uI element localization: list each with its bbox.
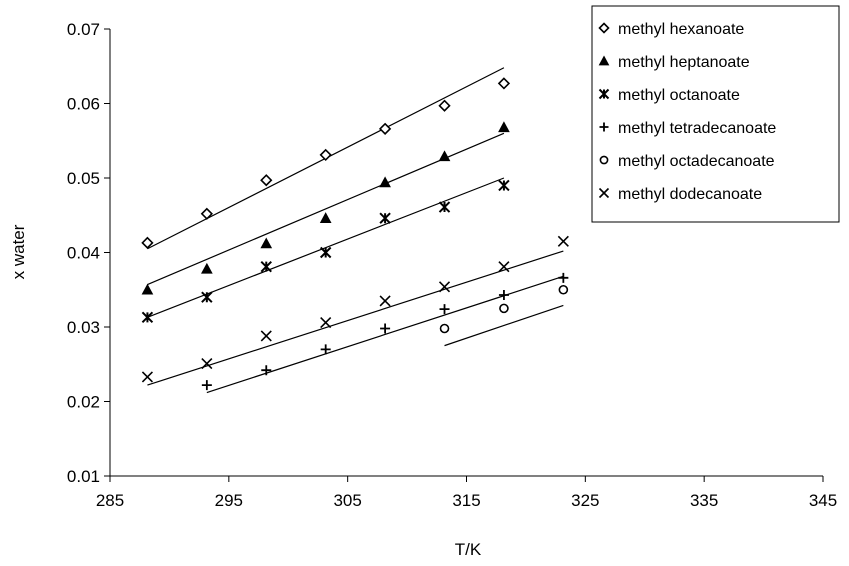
data-point (260, 174, 273, 187)
data-point (497, 77, 511, 90)
y-axis-title: x water (9, 224, 28, 279)
x-tick-label: 345 (809, 491, 837, 510)
y-tick-label: 0.03 (67, 318, 100, 337)
data-point (319, 212, 332, 223)
data-point (320, 316, 332, 329)
series-markers (141, 179, 510, 324)
legend-entry: methyl octadecanoate (599, 153, 775, 170)
series-markers (141, 121, 510, 295)
legend-label: methyl dodecanoate (618, 186, 762, 203)
data-point (319, 148, 332, 162)
data-point (498, 121, 510, 133)
data-point (499, 303, 509, 314)
legend-marker (599, 155, 609, 165)
fit-line (147, 250, 564, 386)
series-markers (141, 235, 569, 383)
data-point (141, 283, 154, 295)
legend-label: methyl octanoate (618, 87, 740, 104)
data-point (319, 246, 332, 259)
series-markers (439, 284, 569, 334)
data-point (379, 295, 391, 307)
y-tick-label: 0.04 (67, 244, 100, 263)
fit-line (206, 275, 564, 394)
y-tick-label: 0.01 (67, 467, 100, 486)
legend-marker (599, 122, 609, 132)
data-point (201, 357, 213, 370)
x-tick-label: 305 (333, 491, 361, 510)
legend-label: methyl heptanoate (618, 54, 750, 71)
legend-box (591, 5, 840, 223)
data-markers (141, 77, 569, 391)
legend-marker (598, 55, 610, 66)
data-point (438, 99, 451, 112)
data-point (201, 262, 213, 274)
data-point (558, 272, 569, 283)
legend-entry: methyl hexanoate (598, 21, 744, 38)
legend-marker (598, 22, 610, 34)
y-tick-label: 0.02 (67, 393, 100, 412)
series-markers (201, 272, 569, 391)
axes: 285 295 305 315 325 335 345 0.01 0.02 0.03 0.04 0.0… (67, 20, 837, 510)
y-tick-label: 0.06 (67, 95, 100, 114)
x-tick-label: 295 (215, 491, 243, 510)
data-point (438, 150, 451, 162)
data-point (201, 291, 213, 303)
fit-line (444, 304, 564, 347)
legend: methyl hexanoate methyl heptanoate methyl … (591, 5, 840, 223)
x-tick-label: 325 (571, 491, 599, 510)
data-point (141, 236, 154, 249)
data-point (557, 235, 569, 247)
data-point (439, 304, 450, 315)
legend-entry: methyl heptanoate (598, 54, 750, 71)
x-tick-label: 315 (452, 491, 480, 510)
data-point (379, 176, 391, 188)
legend-label: methyl tetradecanoate (618, 120, 776, 137)
data-point (261, 365, 272, 376)
legend-entry: methyl dodecanoate (598, 186, 762, 203)
data-point (439, 323, 450, 334)
x-tick-label: 285 (96, 491, 124, 510)
data-point (498, 289, 509, 300)
series-markers (141, 77, 511, 249)
data-point (200, 207, 213, 220)
data-point (379, 212, 391, 224)
legend-label: methyl octadecanoate (618, 153, 775, 170)
legend-marker (598, 187, 610, 199)
data-point (498, 179, 510, 192)
data-point (498, 261, 510, 273)
legend-entry: methyl tetradecanoate (599, 120, 776, 137)
legend-entry: methyl octanoate (598, 87, 740, 104)
data-point (141, 371, 153, 383)
data-point (141, 311, 154, 324)
data-point (558, 284, 569, 295)
y-tick-label: 0.07 (67, 20, 100, 39)
data-point (380, 323, 391, 334)
legend-label: methyl hexanoate (618, 21, 744, 38)
x-axis-title: T/K (455, 540, 482, 559)
data-point (260, 237, 273, 249)
fit-lines (147, 67, 564, 394)
data-point (201, 380, 212, 391)
data-point (260, 260, 272, 273)
x-tick-label: 335 (690, 491, 718, 510)
data-point (378, 122, 392, 135)
data-point (438, 281, 451, 293)
data-point (260, 330, 272, 342)
y-tick-label: 0.05 (67, 169, 100, 188)
data-point (320, 344, 331, 355)
legend-marker (598, 88, 610, 100)
data-point (438, 201, 451, 213)
